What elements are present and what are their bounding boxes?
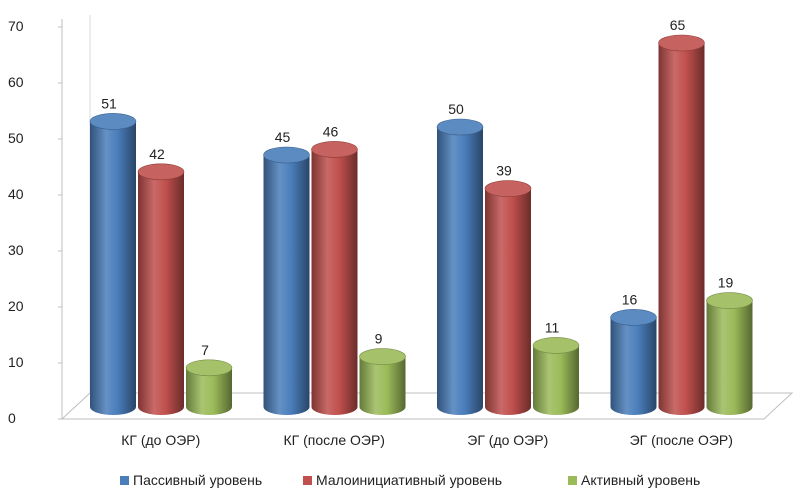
legend-item: Малоинициативный уровень	[303, 472, 502, 488]
legend-label: Пассивный уровень	[133, 472, 262, 488]
bar	[532, 337, 580, 415]
bar-body	[658, 43, 705, 415]
data-label: 45	[275, 129, 291, 145]
bar-top	[359, 348, 406, 365]
data-label: 19	[718, 275, 734, 291]
legend-swatch	[303, 476, 312, 485]
bar-top	[658, 34, 705, 52]
bars	[89, 34, 753, 416]
bar	[359, 348, 406, 415]
bar-body	[359, 356, 406, 415]
bar-body	[533, 345, 579, 415]
bar	[311, 141, 358, 415]
bar	[137, 163, 185, 415]
legend-item: Пассивный уровень	[120, 472, 262, 488]
data-label: 50	[448, 101, 464, 117]
bar-body	[138, 171, 184, 415]
bar	[658, 34, 705, 415]
bar-top	[137, 163, 185, 181]
legend-swatch	[120, 476, 129, 485]
y-tick-label: 30	[8, 242, 24, 258]
bar-body	[263, 155, 310, 415]
x-tick-label: ЭГ (после ОЭР)	[630, 432, 733, 448]
legend-label: Малоинициативный уровень	[316, 472, 502, 488]
bar-body	[311, 149, 358, 415]
bar-body	[437, 127, 483, 415]
legend-item: Активный уровень	[568, 472, 700, 488]
bar-top	[311, 141, 358, 158]
y-tick-label: 0	[8, 410, 16, 426]
data-label: 11	[545, 319, 560, 335]
data-label: 39	[496, 163, 512, 179]
bar-top	[185, 359, 233, 377]
bar-top	[89, 113, 137, 130]
data-labels: 51 42 7 45 46 9 50 39 11 16 65 19	[101, 17, 733, 358]
bar-top	[706, 292, 753, 309]
y-axis: 0 10 20 30 40 50 60 70	[8, 18, 63, 426]
data-label: 16	[622, 291, 638, 307]
x-tick-label: КГ (до ОЭР)	[121, 432, 200, 448]
y-tick-label: 50	[8, 130, 24, 146]
bar-top	[484, 180, 532, 197]
bar-body	[485, 188, 531, 415]
data-label: 46	[323, 123, 339, 139]
bar-top	[263, 146, 310, 164]
bar	[484, 180, 532, 415]
x-tick-label: КГ (после ОЭР)	[284, 432, 385, 448]
data-label: 65	[670, 17, 686, 33]
bar	[263, 146, 310, 415]
legend: Пассивный уровень Малоинициативный уровен…	[120, 472, 700, 488]
bar-body	[90, 121, 136, 416]
y-tick-label: 70	[8, 18, 24, 34]
bar-top	[436, 118, 484, 136]
data-label: 42	[149, 146, 165, 162]
floor-plane	[60, 392, 794, 420]
bar	[610, 309, 657, 415]
y-tick-label: 10	[8, 354, 24, 370]
y-tick-label: 40	[8, 186, 24, 202]
bar-body	[186, 367, 232, 415]
x-tick-label: ЭГ (до ОЭР)	[467, 432, 548, 448]
bar-body	[706, 300, 753, 415]
bar	[89, 113, 137, 416]
legend-swatch	[568, 476, 577, 485]
data-label: 9	[375, 331, 383, 347]
legend-label: Активный уровень	[581, 472, 700, 488]
bar-top	[610, 309, 657, 326]
data-label: 7	[201, 342, 209, 358]
bar	[706, 292, 753, 415]
bar-body	[610, 317, 657, 415]
y-tick-label: 60	[8, 74, 24, 90]
x-axis-labels: КГ (до ОЭР) КГ (после ОЭР) ЭГ (до ОЭР) ЭГ (…	[121, 432, 733, 448]
bar-top	[532, 337, 580, 354]
bar	[185, 359, 233, 415]
bar	[436, 118, 484, 415]
y-tick-label: 20	[8, 298, 24, 314]
data-label: 51	[101, 95, 117, 111]
